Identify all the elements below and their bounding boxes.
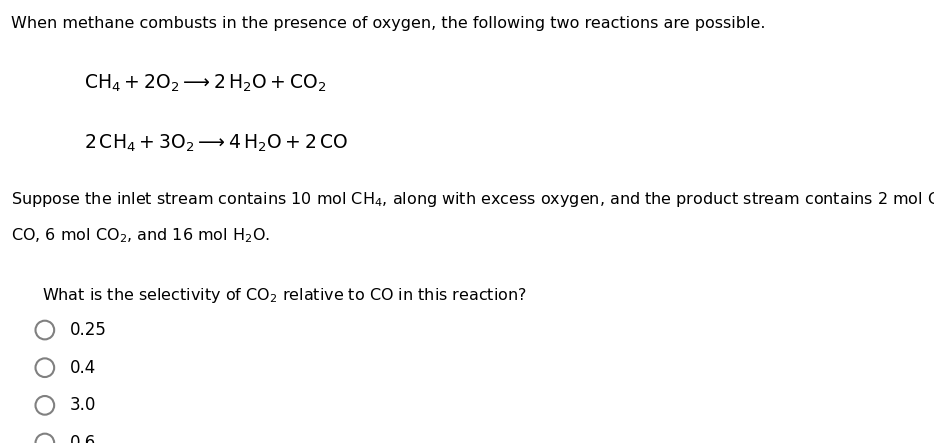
- Text: CO, 6 mol $\mathrm{CO_2}$, and 16 mol $\mathrm{H_2O}$.: CO, 6 mol $\mathrm{CO_2}$, and 16 mol $\…: [11, 226, 270, 245]
- Text: $\mathrm{CH_4 + 2O_2 \longrightarrow 2\,H_2O + CO_2}$: $\mathrm{CH_4 + 2O_2 \longrightarrow 2\,…: [84, 73, 327, 94]
- Text: 0.6: 0.6: [70, 434, 96, 443]
- Text: What is the selectivity of $\mathrm{CO_2}$ relative to CO in this reaction?: What is the selectivity of $\mathrm{CO_2…: [42, 286, 527, 305]
- Text: Suppose the inlet stream contains 10 mol $\mathrm{CH_4}$, along with excess oxyg: Suppose the inlet stream contains 10 mol…: [11, 190, 934, 210]
- Text: 3.0: 3.0: [70, 396, 96, 414]
- Text: 0.4: 0.4: [70, 359, 96, 377]
- Text: When methane combusts in the presence of oxygen, the following two reactions are: When methane combusts in the presence of…: [11, 16, 766, 31]
- Text: 0.25: 0.25: [70, 321, 106, 339]
- Text: $\mathrm{2\,CH_4 + 3O_2 \longrightarrow 4\,H_2O + 2\,CO}$: $\mathrm{2\,CH_4 + 3O_2 \longrightarrow …: [84, 133, 348, 154]
